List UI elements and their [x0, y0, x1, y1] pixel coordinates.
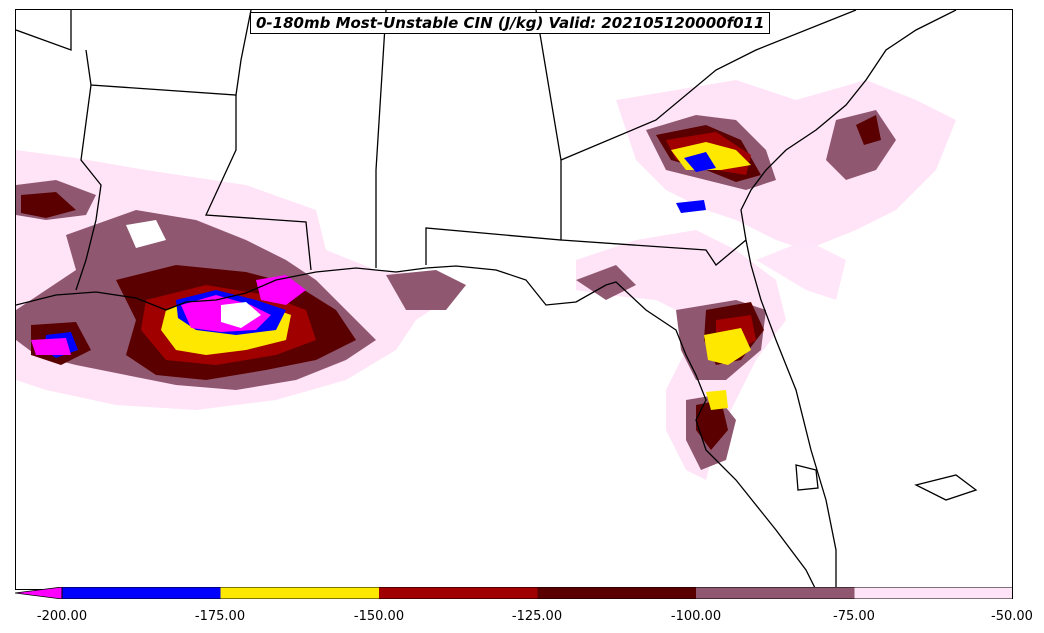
colorbar-tick: -150.00: [353, 609, 405, 624]
colorbar-segment-lightpink: [854, 587, 1013, 599]
map-panel: [15, 9, 1013, 590]
colorbar-segment-yellow: [220, 587, 379, 599]
colorbar-segment-darkred: [537, 587, 696, 599]
coastlines: [16, 10, 978, 589]
colorbar-segment-blue: [62, 587, 221, 599]
colorbar: [15, 587, 1013, 599]
colorbar-tick: -175.00: [194, 609, 246, 624]
colorbar-tick: -50.00: [991, 609, 1033, 624]
colorbar-tick: -75.00: [833, 609, 875, 624]
cin-field-gaps: [126, 220, 261, 328]
state-boundaries: [16, 10, 857, 291]
map-title: 0-180mb Most-Unstable CIN (J/kg) Valid: …: [250, 12, 771, 34]
cin-contour-map: [16, 10, 978, 589]
colorbar-segment-mauve: [696, 587, 855, 599]
colorbar-tick: -200.00: [36, 609, 88, 624]
colorbar-extend-arrow: [15, 587, 63, 599]
colorbar-outline: [61, 587, 1013, 599]
colorbar-tick: -100.00: [670, 609, 722, 624]
colorbar-tick: -125.00: [511, 609, 563, 624]
colorbar-segment-red: [379, 587, 538, 599]
